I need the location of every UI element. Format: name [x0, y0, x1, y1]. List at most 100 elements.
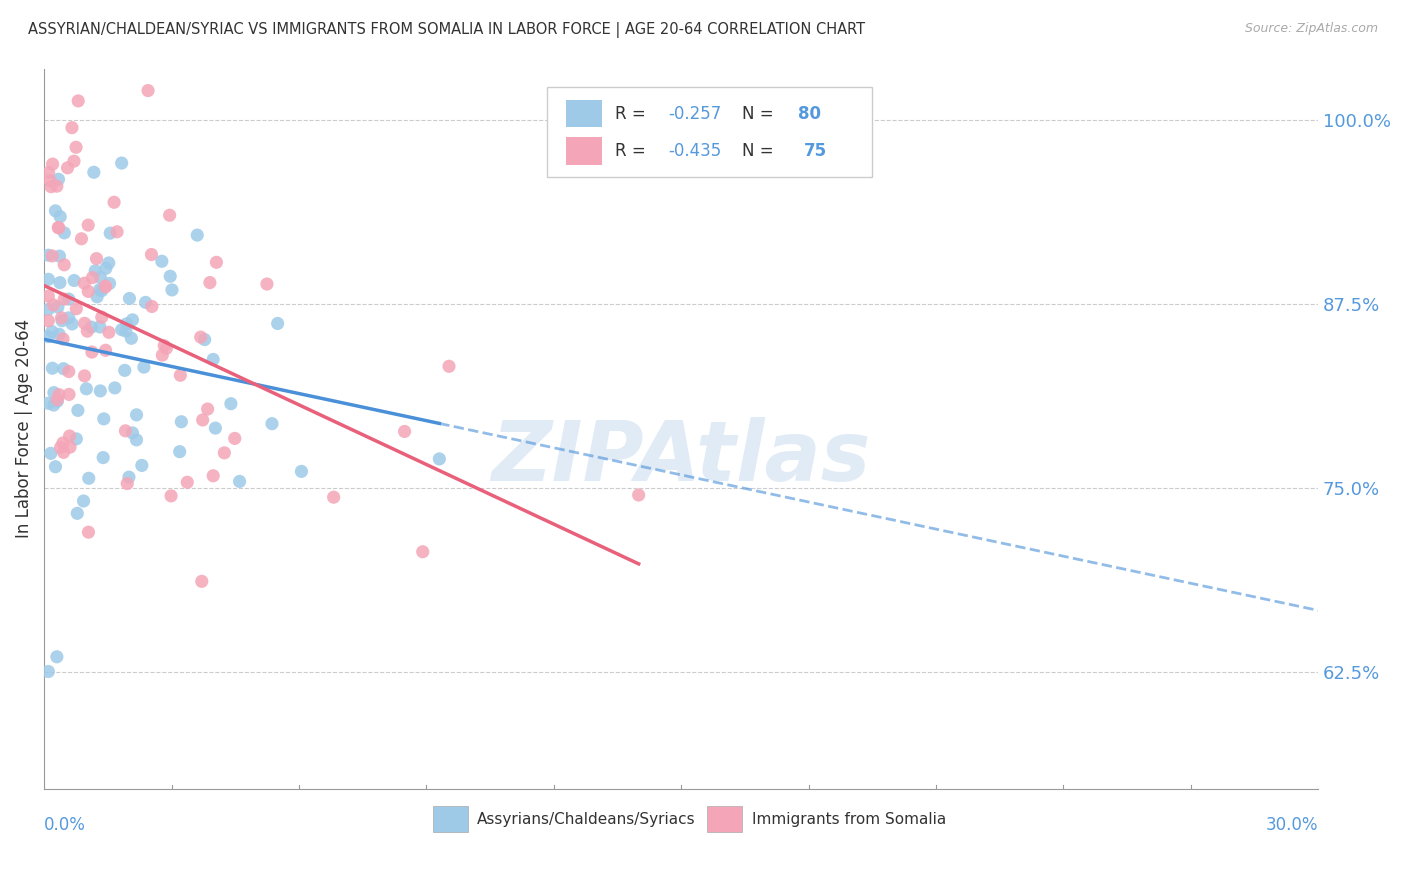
Point	[94, 343, 117, 358]
Point	[52, 332, 75, 346]
Text: -0.257: -0.257	[668, 104, 721, 123]
Point	[58, 364, 80, 378]
Point	[94, 261, 117, 276]
Point	[98, 277, 121, 291]
Point	[48, 249, 70, 263]
Point	[94, 279, 117, 293]
Point	[45, 179, 67, 194]
Point	[125, 433, 148, 447]
Point	[37, 272, 59, 286]
Point	[94, 280, 117, 294]
Text: Source: ZipAtlas.com: Source: ZipAtlas.com	[1244, 22, 1378, 36]
Point	[58, 310, 80, 325]
Text: ZIPAtlas: ZIPAtlas	[492, 417, 870, 498]
Point	[260, 417, 283, 431]
Point	[44, 459, 66, 474]
Point	[65, 140, 87, 154]
Point	[46, 220, 69, 235]
Point	[37, 289, 59, 303]
Point	[169, 368, 191, 383]
Point	[89, 283, 111, 297]
Point	[53, 292, 76, 306]
Bar	[433, 806, 468, 832]
Point	[77, 525, 100, 540]
Point	[120, 331, 142, 345]
Point	[49, 441, 72, 455]
Point	[104, 381, 127, 395]
Point	[91, 450, 114, 465]
Point	[56, 161, 79, 175]
Point	[53, 258, 76, 272]
Point	[186, 228, 208, 243]
Point	[121, 425, 143, 440]
Point	[37, 314, 59, 328]
Point	[115, 317, 138, 331]
Point	[135, 295, 157, 310]
Point	[60, 120, 83, 135]
Point	[80, 320, 103, 334]
Point	[150, 348, 173, 362]
Point	[52, 436, 75, 450]
Point	[48, 327, 70, 342]
Point	[190, 330, 212, 344]
Text: ASSYRIAN/CHALDEAN/SYRIAC VS IMMIGRANTS FROM SOMALIA IN LABOR FORCE | AGE 20-64 C: ASSYRIAN/CHALDEAN/SYRIAC VS IMMIGRANTS F…	[28, 22, 865, 38]
Point	[52, 361, 75, 376]
Point	[266, 317, 288, 331]
Point	[37, 396, 59, 410]
Point	[76, 324, 98, 338]
Point	[41, 157, 63, 171]
Point	[125, 408, 148, 422]
Point	[90, 310, 112, 325]
Point	[121, 313, 143, 327]
Point	[90, 284, 112, 298]
Point	[205, 255, 228, 269]
Text: -0.435: -0.435	[668, 142, 721, 160]
Point	[627, 488, 650, 502]
Point	[132, 360, 155, 375]
Point	[194, 333, 217, 347]
Point	[46, 300, 69, 314]
Point	[114, 324, 136, 338]
Point	[66, 506, 89, 520]
Point	[160, 283, 183, 297]
Text: R =: R =	[614, 104, 651, 123]
Text: 75: 75	[803, 142, 827, 160]
Point	[89, 384, 111, 398]
Text: 80: 80	[799, 104, 821, 123]
Point	[224, 431, 246, 445]
Point	[41, 249, 63, 263]
Point	[86, 252, 108, 266]
Point	[89, 320, 111, 334]
Point	[46, 392, 69, 407]
Point	[159, 208, 181, 222]
Point	[77, 285, 100, 299]
Point	[58, 387, 80, 401]
Bar	[567, 137, 602, 165]
FancyBboxPatch shape	[547, 87, 872, 177]
Point	[51, 314, 73, 328]
Point	[49, 210, 72, 224]
Point	[39, 174, 62, 188]
Point	[72, 494, 94, 508]
Point	[427, 451, 450, 466]
Point	[37, 665, 59, 679]
Point	[115, 476, 138, 491]
Point	[83, 165, 105, 179]
Point	[150, 254, 173, 268]
Text: R =: R =	[614, 142, 651, 160]
Point	[66, 403, 89, 417]
Point	[49, 276, 72, 290]
Point	[136, 84, 159, 98]
Point	[93, 412, 115, 426]
Point	[77, 471, 100, 485]
Point	[197, 402, 219, 417]
Point	[214, 446, 236, 460]
Point	[190, 574, 212, 589]
Point	[73, 368, 96, 383]
Point	[290, 464, 312, 478]
Point	[114, 363, 136, 377]
Point	[42, 385, 65, 400]
Point	[160, 489, 183, 503]
Point	[44, 203, 66, 218]
Point	[114, 424, 136, 438]
